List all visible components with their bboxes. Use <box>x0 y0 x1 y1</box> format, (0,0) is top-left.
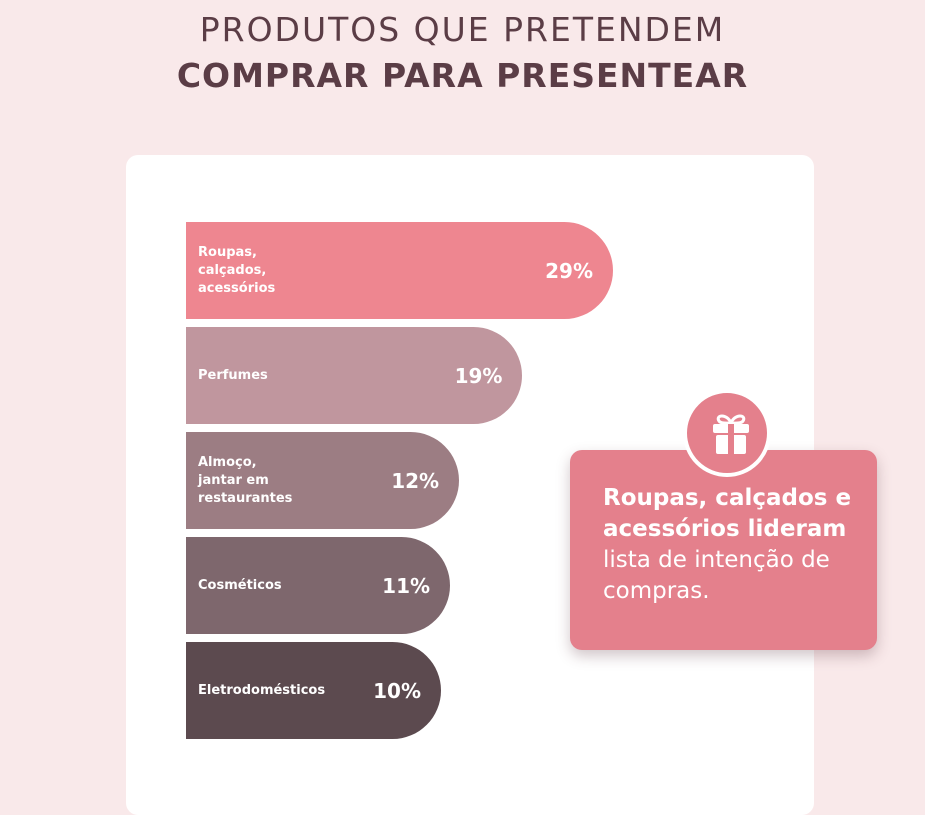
gift-icon <box>713 414 749 454</box>
bar-label: Roupas, calçados, acessórios <box>198 244 276 296</box>
callout-regular-text: lista de intenção de compras. <box>603 547 830 604</box>
title-line-2: COMPRAR PARA PRESENTEAR <box>176 56 749 95</box>
bar: Eletrodomésticos 10% <box>186 642 441 739</box>
bar-value-label: 10% <box>373 678 421 703</box>
bar-value-label: 29% <box>545 258 593 283</box>
bar-label: Perfumes <box>198 367 268 383</box>
bar-value-label: 12% <box>391 468 440 493</box>
bar: Perfumes 19% <box>186 327 523 424</box>
bar: Almoço, jantar em restaurantes 12% <box>186 432 460 529</box>
callout-bold-text: Roupas, calçados e acessórios lideram <box>603 485 852 542</box>
bar-label: Cosméticos <box>198 577 282 593</box>
bar: Roupas, calçados, acessórios 29% <box>186 222 613 319</box>
bar-label: Eletrodomésticos <box>198 682 326 698</box>
bar-label: Almoço, jantar em restaurantes <box>198 454 293 506</box>
callout-box: Roupas, calçados e acessórios lideram li… <box>570 450 877 650</box>
bar-value-label: 19% <box>454 363 503 388</box>
gift-badge <box>683 389 771 477</box>
bar-value-label: 11% <box>382 573 431 598</box>
title-line-1: PRODUTOS QUE PRETENDEM <box>199 10 726 49</box>
bar: Cosméticos 11% <box>186 537 451 634</box>
callout-text: Roupas, calçados e acessórios lideram li… <box>603 483 873 607</box>
